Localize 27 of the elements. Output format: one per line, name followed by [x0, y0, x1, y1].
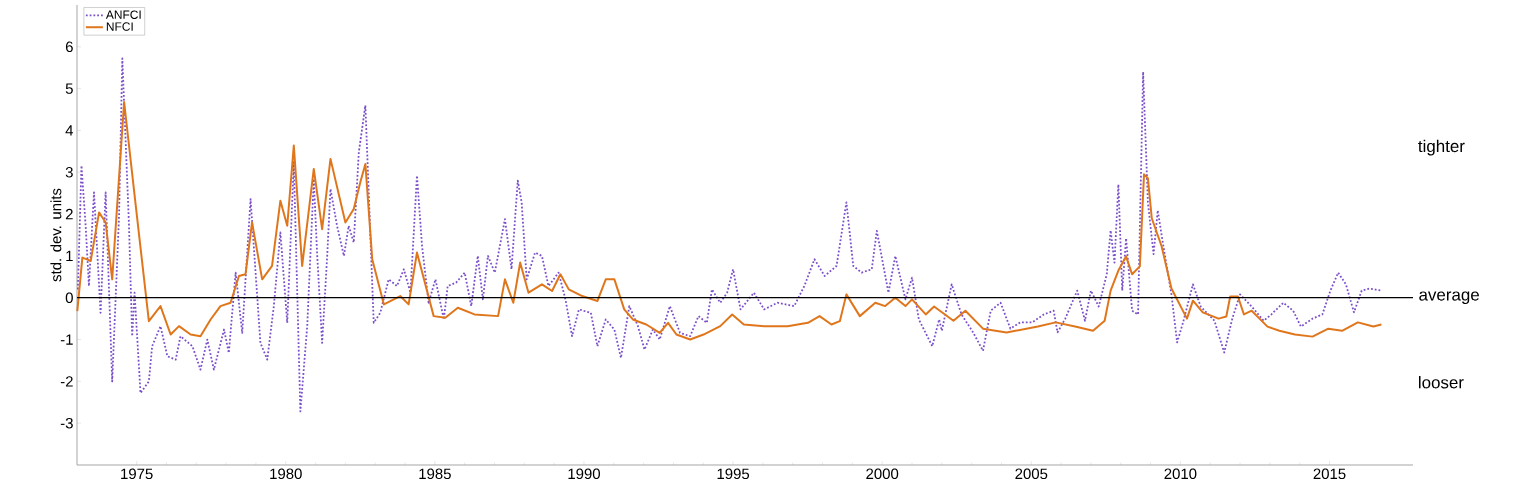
- line-series: [76, 101, 1383, 341]
- x-tick-label: 2015: [1313, 468, 1346, 480]
- y-tick-label: -2: [60, 376, 73, 387]
- y-tick-label: 2: [65, 208, 73, 220]
- y-axis-title: std. dev. units: [50, 188, 62, 282]
- x-tick-label: 1975: [121, 468, 153, 480]
- x-tick-label: 2010: [1164, 468, 1197, 480]
- y-tick-label: -1: [60, 334, 73, 345]
- text: tighter: [1418, 139, 1465, 156]
- x-tick-label: 2000: [866, 468, 899, 480]
- ref-line-label: average: [1419, 291, 1479, 305]
- legend-label: ANFCI: [105, 10, 141, 19]
- y-tick-label: 1: [66, 250, 73, 262]
- x-tick-label: 1985: [419, 468, 451, 480]
- y-tick-label: 0: [65, 292, 73, 304]
- text: looser: [1419, 375, 1464, 389]
- y-tick-label: 6: [65, 41, 73, 53]
- y-tick-label: 5: [65, 83, 73, 94]
- line-series: [76, 57, 1383, 413]
- y-tick-label: 3: [65, 166, 73, 178]
- legend-label: NFCI: [106, 22, 133, 31]
- x-tick-label: 1995: [717, 468, 750, 480]
- x-tick-label: 1990: [568, 468, 600, 480]
- x-tick-label: 1980: [270, 468, 302, 480]
- y-tick-label: -3: [60, 417, 73, 429]
- y-tick-label: 4: [65, 125, 74, 136]
- x-tick-label: 2005: [1015, 468, 1048, 480]
